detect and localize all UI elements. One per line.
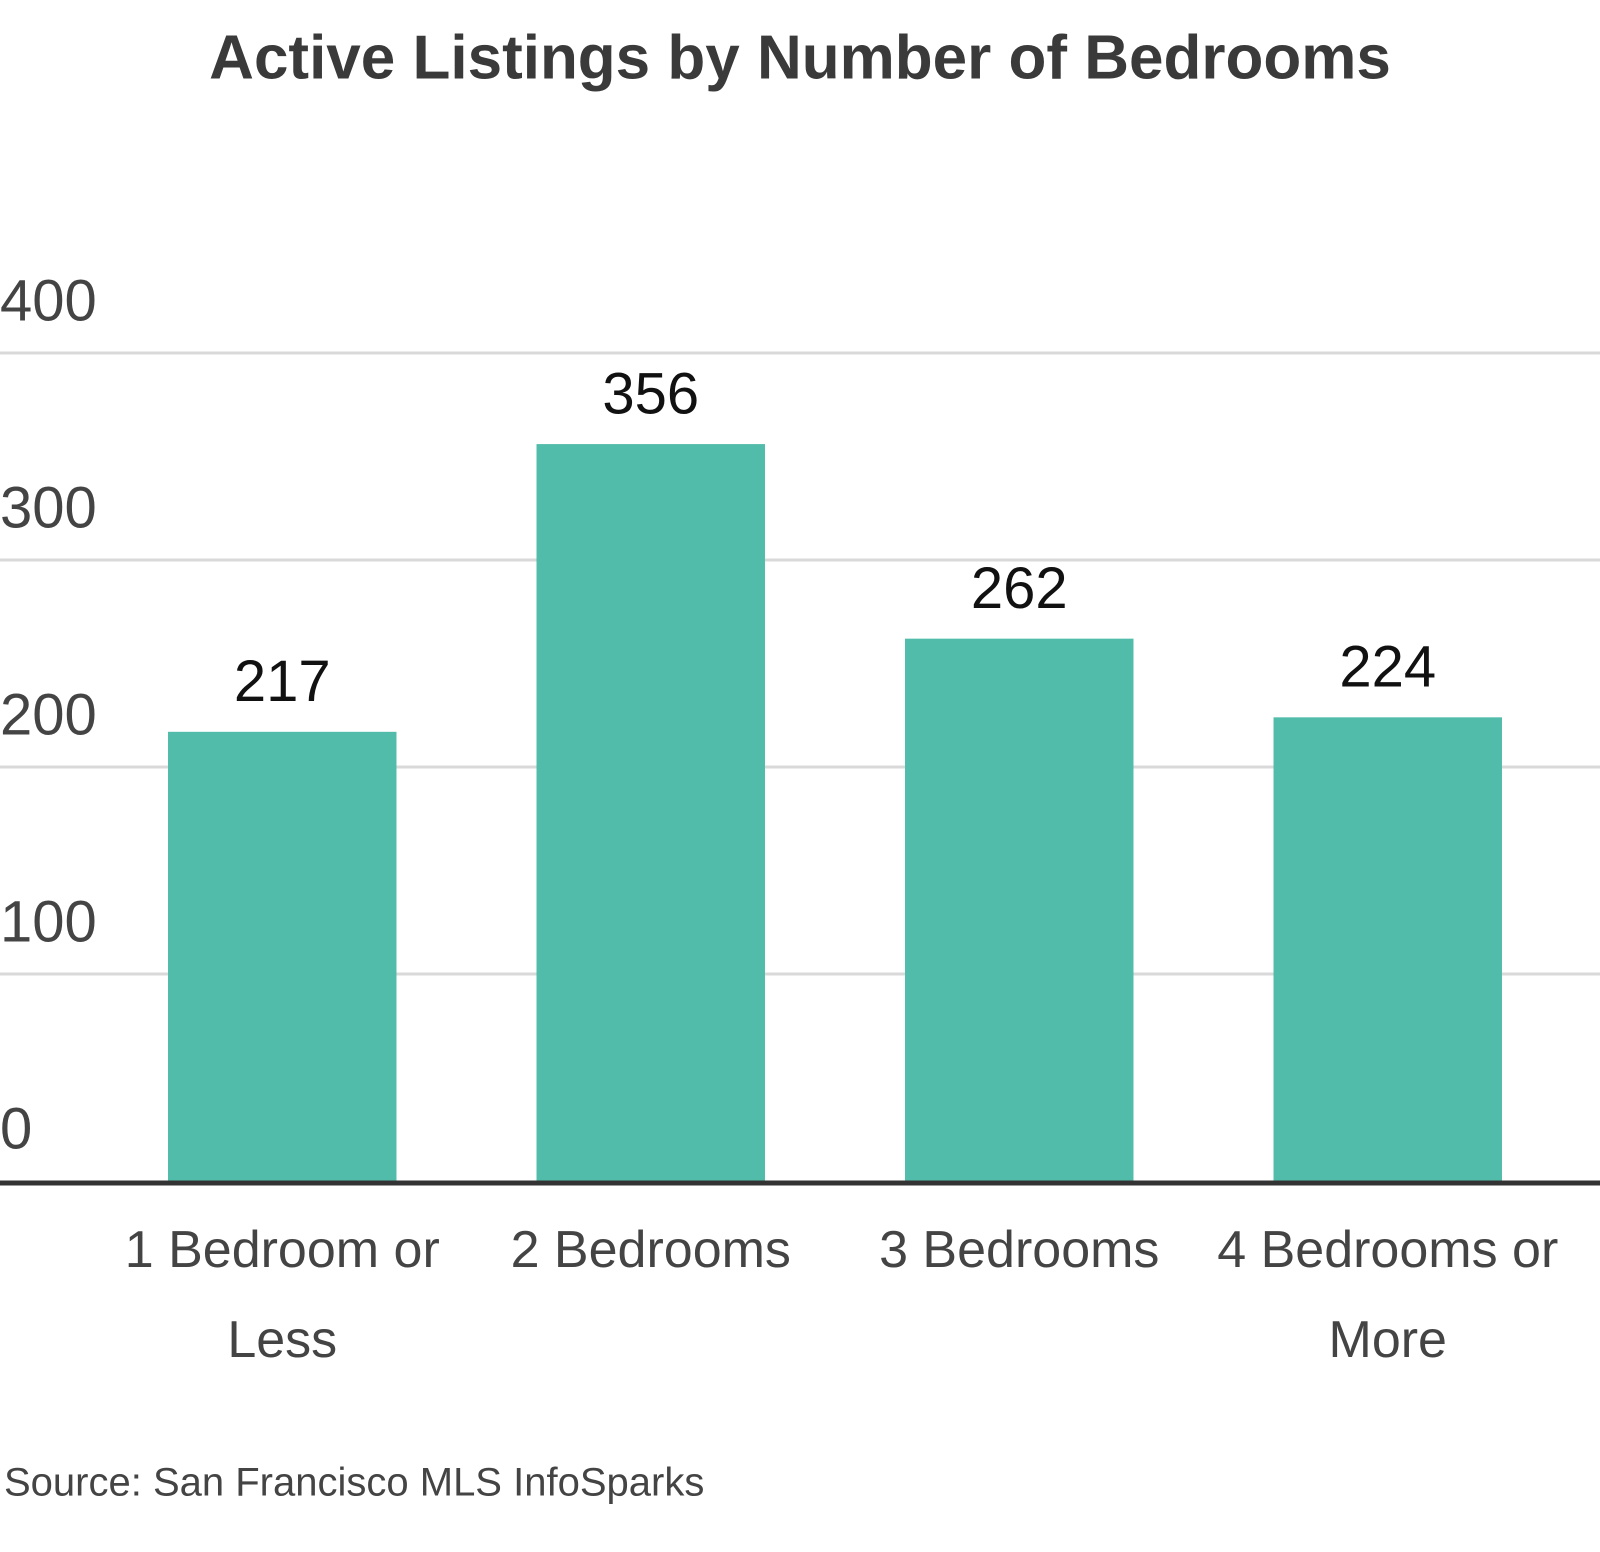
value-label: 356 — [602, 361, 699, 426]
bar — [905, 638, 1134, 1181]
y-tick-label: 0 — [0, 1096, 32, 1161]
y-tick-label: 300 — [0, 475, 97, 540]
y-tick-label: 400 — [0, 268, 97, 333]
value-label: 217 — [234, 649, 331, 714]
x-tick-label: 4 Bedrooms or More — [1217, 1221, 1559, 1369]
bar — [168, 731, 397, 1181]
bar — [536, 444, 765, 1182]
x-tick-label: 3 Bedrooms — [879, 1221, 1160, 1279]
y-tick-label: 100 — [0, 889, 97, 954]
x-tick-label: 2 Bedrooms — [510, 1221, 791, 1279]
x-tick-label: 1 Bedroom or Less — [124, 1221, 440, 1369]
source-note: Source: San Francisco MLS InfoSparks — [4, 1461, 704, 1505]
value-label: 224 — [1339, 635, 1436, 700]
bar — [1273, 717, 1502, 1181]
y-tick-label: 200 — [0, 682, 97, 747]
chart-title: Active Listings by Number of Bedrooms — [209, 23, 1391, 92]
value-label: 262 — [971, 556, 1068, 621]
